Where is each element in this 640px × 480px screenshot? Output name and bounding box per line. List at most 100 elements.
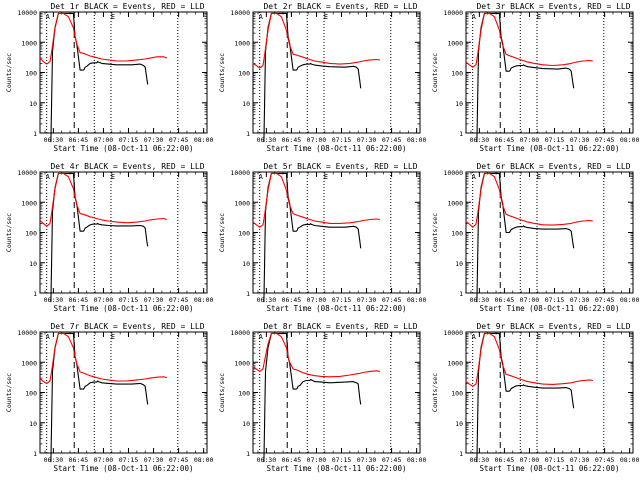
events-series-line: [50, 12, 149, 143]
marker-label-e: E: [111, 173, 115, 181]
plot-frame: [252, 331, 421, 454]
x-tick-label: 08:00: [407, 456, 427, 464]
y-tick-label: 100: [451, 230, 463, 238]
x-axis-label: Start Time (08-Oct-11 06:22:00): [54, 464, 194, 473]
x-tick-label: 06:30: [257, 456, 277, 464]
x-axis-label: Start Time (08-Oct-11 06:22:00): [480, 304, 620, 313]
panel-svg: Det 4r BLACK = Events, RED = LLD Counts/s…: [5, 162, 214, 313]
x-tick-label: 07:00: [94, 296, 114, 304]
x-tick-label: 07:30: [570, 136, 590, 144]
y-tick-label: 10: [455, 420, 463, 428]
x-tick-label: 06:45: [282, 456, 302, 464]
detector-panel: Det 5r BLACK = Events, RED = LLD Counts/s…: [213, 160, 427, 320]
y-tick-label: 10000: [443, 329, 463, 337]
plot-title: Det 3r BLACK = Events, RED = LLD: [476, 2, 630, 11]
x-tick-label: 06:45: [69, 296, 89, 304]
y-tick-label: 10: [455, 100, 463, 108]
marker-label-a: A: [259, 173, 264, 181]
x-tick-label: 06:30: [44, 136, 64, 144]
x-tick-label: 07:15: [119, 136, 139, 144]
y-tick-label: 1000: [21, 39, 37, 47]
plot-frame: [252, 171, 421, 294]
x-tick-label: 07:00: [307, 296, 327, 304]
y-axis-label: Counts/sec: [5, 53, 13, 92]
lld-series-line: [39, 332, 168, 384]
x-tick-label: 07:15: [332, 456, 352, 464]
x-tick-label: 06:30: [257, 296, 277, 304]
x-tick-label: 06:30: [44, 456, 64, 464]
plot-title: Det 8r BLACK = Events, RED = LLD: [263, 322, 417, 331]
y-tick-label: 100: [25, 390, 37, 398]
marker-label-a: A: [259, 13, 264, 21]
y-tick-label: 100: [238, 230, 250, 238]
events-series-line: [263, 332, 362, 463]
y-axis-label: Counts/sec: [431, 213, 439, 252]
y-tick-label: 1000: [21, 359, 37, 367]
marker-label-a: A: [46, 173, 51, 181]
x-tick-label: 07:00: [307, 456, 327, 464]
y-tick-label: 1: [33, 290, 37, 298]
detector-panel: Det 6r BLACK = Events, RED = LLD Counts/s…: [426, 160, 640, 320]
x-axis-label: Start Time (08-Oct-11 06:22:00): [480, 144, 620, 153]
y-tick-label: 1: [33, 450, 37, 458]
x-tick-label: 07:15: [119, 296, 139, 304]
y-tick-label: 100: [25, 70, 37, 78]
marker-label-e: E: [324, 173, 328, 181]
y-tick-label: 1: [459, 130, 463, 138]
plot-frame: [39, 11, 208, 134]
y-tick-label: 10000: [230, 9, 250, 17]
y-tick-label: 10000: [443, 169, 463, 177]
x-tick-label: 06:30: [470, 136, 490, 144]
x-tick-label: 07:15: [332, 136, 352, 144]
y-tick-label: 1000: [234, 359, 250, 367]
y-tick-label: 100: [238, 390, 250, 398]
y-tick-label: 100: [238, 70, 250, 78]
x-tick-label: 07:30: [357, 456, 377, 464]
x-tick-label: 07:15: [545, 136, 565, 144]
detector-panel: Det 9r BLACK = Events, RED = LLD Counts/s…: [426, 320, 640, 480]
y-tick-label: 10000: [17, 169, 37, 177]
x-tick-label: 07:45: [169, 136, 189, 144]
plot-frame: [465, 171, 634, 294]
y-tick-label: 10000: [17, 329, 37, 337]
plot-frame: [465, 11, 634, 134]
y-tick-label: 1: [459, 450, 463, 458]
x-tick-label: 07:15: [119, 456, 139, 464]
x-tick-label: 08:00: [407, 136, 427, 144]
x-tick-label: 07:30: [570, 296, 590, 304]
y-tick-label: 10000: [443, 9, 463, 17]
x-tick-label: 07:30: [357, 296, 377, 304]
x-tick-label: 06:45: [495, 296, 515, 304]
events-series-line: [263, 172, 362, 303]
y-axis-label: Counts/sec: [218, 53, 226, 92]
y-tick-label: 1000: [21, 199, 37, 207]
x-tick-label: 06:45: [282, 296, 302, 304]
y-tick-label: 1: [246, 290, 250, 298]
x-tick-label: 06:45: [69, 456, 89, 464]
x-tick-label: 08:00: [194, 136, 214, 144]
plot-title: Det 1r BLACK = Events, RED = LLD: [50, 2, 204, 11]
lld-series-line: [39, 172, 168, 227]
y-tick-label: 100: [451, 70, 463, 78]
y-tick-label: 10000: [17, 9, 37, 17]
x-tick-label: 06:45: [282, 136, 302, 144]
y-tick-label: 1000: [447, 359, 463, 367]
events-series-line: [50, 332, 149, 463]
marker-label-a: A: [472, 173, 477, 181]
panel-svg: Det 6r BLACK = Events, RED = LLD Counts/s…: [431, 162, 640, 313]
x-tick-label: 06:30: [470, 296, 490, 304]
y-tick-label: 1000: [447, 199, 463, 207]
detector-panel: Det 7r BLACK = Events, RED = LLD Counts/s…: [0, 320, 214, 480]
y-tick-label: 10: [29, 260, 37, 268]
marker-label-e: E: [324, 333, 328, 341]
marker-label-a: A: [472, 333, 477, 341]
x-tick-label: 07:30: [144, 456, 164, 464]
y-tick-label: 1: [246, 450, 250, 458]
x-axis-label: Start Time (08-Oct-11 06:22:00): [267, 144, 407, 153]
x-tick-label: 07:30: [357, 136, 377, 144]
lld-series-line: [252, 332, 380, 378]
y-axis-label: Counts/sec: [218, 373, 226, 412]
panel-svg: Det 5r BLACK = Events, RED = LLD Counts/s…: [218, 162, 427, 313]
y-tick-label: 10000: [230, 169, 250, 177]
